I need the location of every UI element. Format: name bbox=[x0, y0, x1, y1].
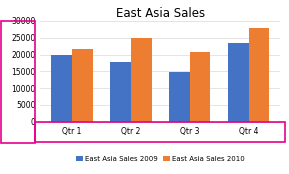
Bar bbox=[72, 49, 92, 122]
Bar bbox=[228, 43, 249, 122]
Title: East Asia Sales: East Asia Sales bbox=[116, 7, 205, 20]
Bar bbox=[131, 38, 151, 122]
Bar bbox=[110, 62, 131, 122]
Bar bbox=[51, 55, 72, 122]
Bar bbox=[190, 52, 210, 122]
Bar bbox=[169, 72, 190, 122]
Legend: East Asia Sales 2009, East Asia Sales 2010: East Asia Sales 2009, East Asia Sales 20… bbox=[73, 153, 248, 165]
Bar bbox=[249, 28, 269, 122]
